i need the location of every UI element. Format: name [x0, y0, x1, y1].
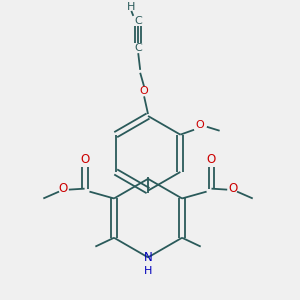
Text: H: H: [127, 2, 136, 12]
Text: C: C: [134, 43, 142, 53]
Text: O: O: [196, 120, 204, 130]
Text: O: O: [80, 153, 89, 166]
Text: C: C: [134, 16, 142, 26]
Text: O: O: [58, 182, 68, 195]
Text: N: N: [144, 251, 152, 264]
Text: O: O: [140, 86, 148, 97]
Text: H: H: [144, 266, 152, 276]
Text: O: O: [229, 182, 238, 195]
Text: O: O: [207, 153, 216, 166]
